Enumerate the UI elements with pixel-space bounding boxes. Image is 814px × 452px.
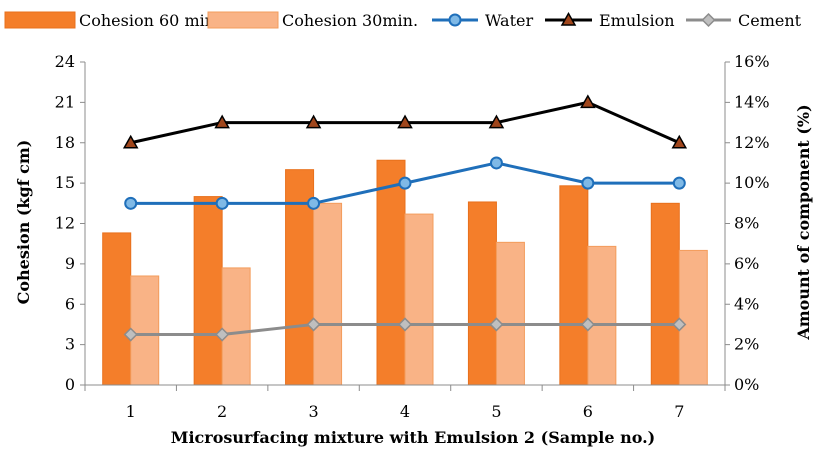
legend: Cohesion 60 min. Cohesion 30min. Water Emul… xyxy=(4,11,802,30)
bar-cohesion-30-7 xyxy=(678,249,708,386)
bar-cohesion-60-5 xyxy=(467,201,497,386)
legend-label-cement: Cement xyxy=(738,11,802,30)
point-cement-2 xyxy=(215,327,230,342)
point-water-3 xyxy=(307,196,321,210)
y2-tick-label: 2% xyxy=(734,335,759,354)
y-tick-label: 0 xyxy=(65,375,75,394)
point-emulsion-3 xyxy=(305,114,322,129)
y2-tick-label: 0% xyxy=(734,375,759,394)
bar-cohesion-30-5 xyxy=(495,241,525,386)
y-tick-label: 18 xyxy=(55,133,75,152)
legend-label-cohesion-30min: Cohesion 30min. xyxy=(282,11,418,30)
y-tick-label: 15 xyxy=(55,173,75,192)
x-tick-label: 4 xyxy=(400,402,410,421)
y-tick-label: 24 xyxy=(55,52,75,71)
point-emulsion-1 xyxy=(122,134,139,149)
y-tick-label: 21 xyxy=(55,92,75,111)
bar-cohesion-30-4 xyxy=(404,213,434,386)
point-water-2 xyxy=(215,196,229,210)
bar-cohesion-30-1 xyxy=(130,275,160,386)
point-emulsion-5 xyxy=(488,114,505,129)
y2-axis-title: Amount of component (%) xyxy=(794,104,813,340)
legend-marker-emulsion xyxy=(560,11,577,26)
x-axis-title: Microsurfacing mixture with Emulsion 2 (… xyxy=(171,428,655,447)
x-tick-label: 2 xyxy=(217,402,227,421)
legend-marker-cement xyxy=(701,12,716,28)
bar-cohesion-60-6 xyxy=(559,185,589,386)
point-cement-6 xyxy=(580,317,595,332)
bar-cohesion-60-2 xyxy=(193,196,223,386)
legend-swatch-cohesion-30min xyxy=(207,11,279,29)
y2-tick-label: 12% xyxy=(734,133,770,152)
y2-tick-label: 6% xyxy=(734,254,759,273)
y2-tick-label: 8% xyxy=(734,214,759,233)
legend-label-cohesion-60-min: Cohesion 60 min. xyxy=(79,11,220,30)
x-tick-label: 7 xyxy=(674,402,684,421)
legend-label-emulsion: Emulsion xyxy=(599,11,675,30)
legend-label-water: Water xyxy=(485,11,533,30)
point-emulsion-6 xyxy=(580,94,596,109)
point-water-4 xyxy=(398,176,412,190)
legend-marker-water xyxy=(448,13,462,27)
y2-tick-label: 16% xyxy=(734,52,770,71)
point-emulsion-7 xyxy=(671,134,688,149)
y-tick-label: 9 xyxy=(65,254,75,273)
lines-layer xyxy=(122,94,688,342)
bar-cohesion-60-7 xyxy=(650,202,680,386)
bar-cohesion-30-3 xyxy=(313,202,343,386)
point-cement-1 xyxy=(123,327,138,342)
point-emulsion-2 xyxy=(214,114,230,129)
x-tick-label: 6 xyxy=(583,402,593,421)
point-emulsion-4 xyxy=(397,114,413,129)
x-tick-label: 5 xyxy=(491,402,501,421)
y-tick-label: 3 xyxy=(65,335,75,354)
bar-cohesion-30-2 xyxy=(221,267,251,386)
y-tick-label: 12 xyxy=(55,214,75,233)
y-axis-title: Cohesion (kgf cm) xyxy=(14,140,33,305)
point-cement-5 xyxy=(489,317,504,332)
bars-layer xyxy=(102,159,708,386)
bar-cohesion-60-4 xyxy=(376,159,406,386)
point-cement-4 xyxy=(397,317,413,332)
point-cement-3 xyxy=(306,317,321,332)
y2-tick-label: 14% xyxy=(734,92,770,111)
x-tick-label: 3 xyxy=(308,402,318,421)
y2-tick-label: 10% xyxy=(734,173,770,192)
point-water-6 xyxy=(581,176,595,190)
bar-cohesion-30-6 xyxy=(587,245,617,386)
point-water-1 xyxy=(124,196,138,210)
legend-swatch-cohesion-60-min xyxy=(4,11,76,29)
x-tick-label: 1 xyxy=(126,402,136,421)
axes-layer xyxy=(80,61,730,391)
point-water-7 xyxy=(672,176,686,190)
bar-cohesion-60-1 xyxy=(102,232,132,386)
point-cement-7 xyxy=(672,317,687,332)
y-tick-label: 6 xyxy=(65,294,75,313)
y2-tick-label: 4% xyxy=(734,294,759,313)
point-water-5 xyxy=(489,156,503,170)
